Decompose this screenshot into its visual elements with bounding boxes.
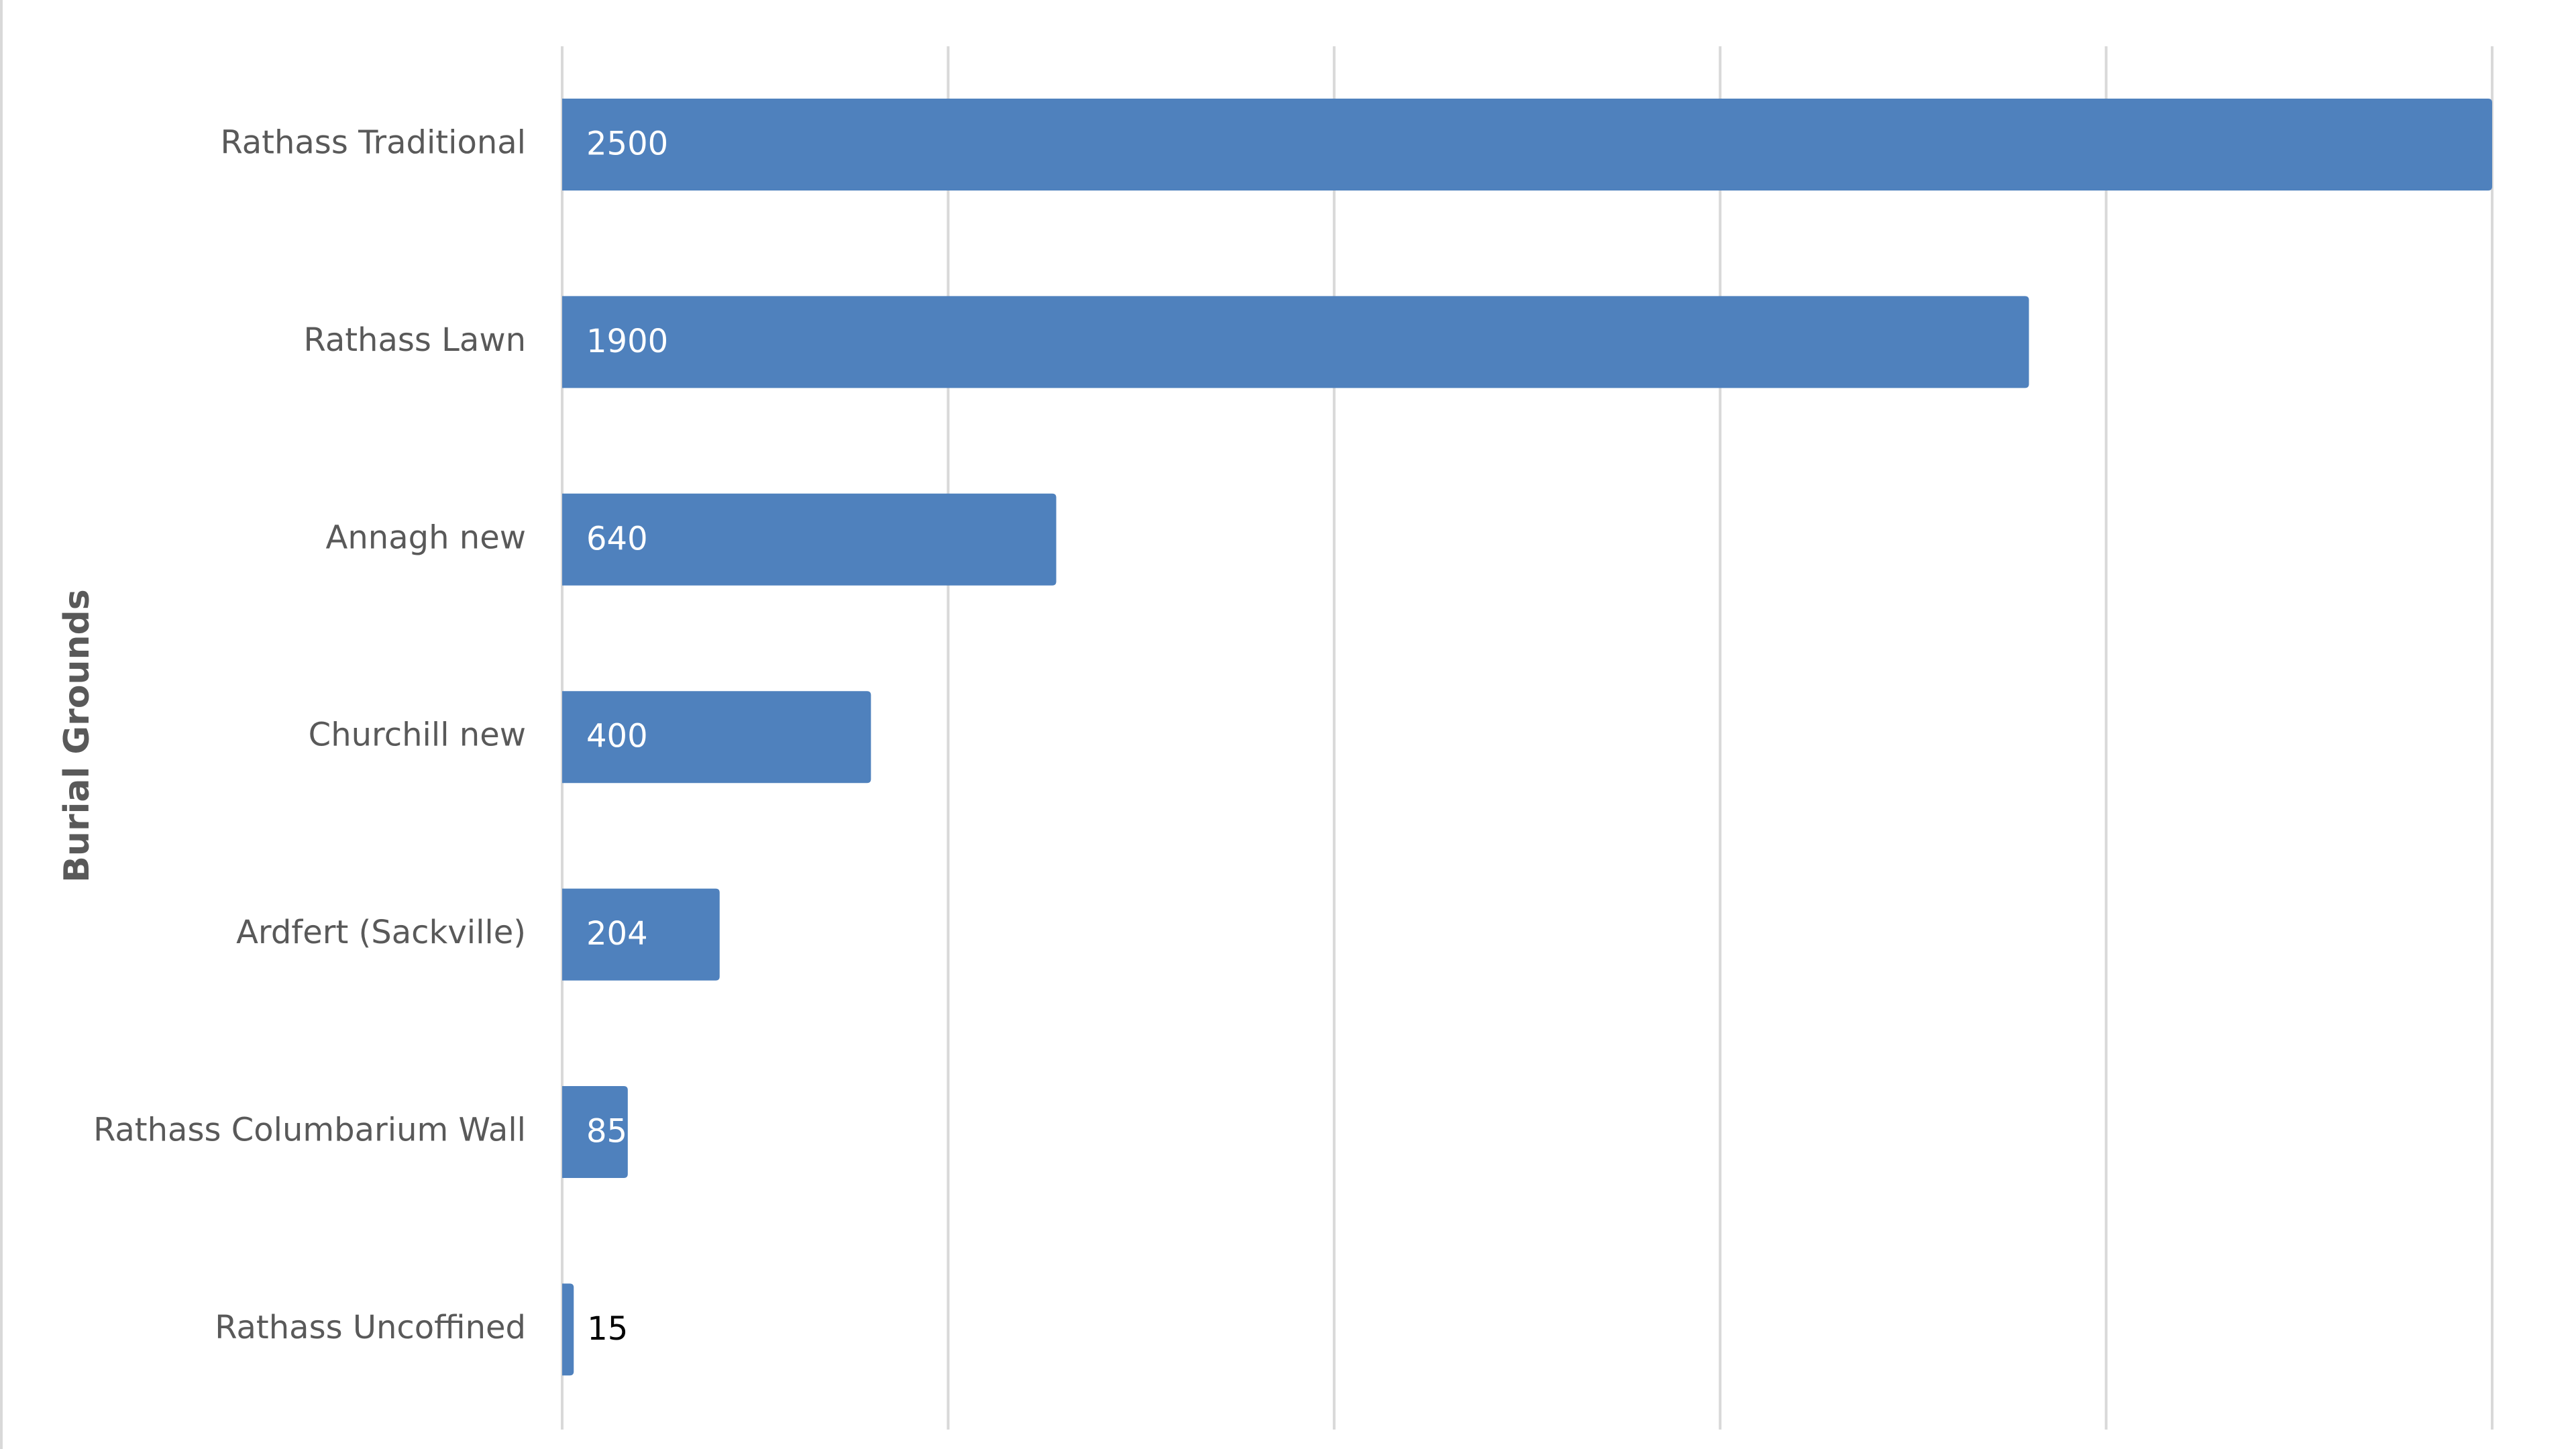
value-label: 400 bbox=[586, 718, 648, 755]
value-label: 204 bbox=[586, 915, 648, 953]
value-label: 2500 bbox=[586, 125, 668, 163]
value-label: 1900 bbox=[586, 323, 668, 360]
bar bbox=[562, 1283, 574, 1376]
bar bbox=[562, 1086, 628, 1178]
value-label: 15 bbox=[587, 1310, 628, 1348]
y-tick-label: Rathass Uncoffined bbox=[215, 1309, 526, 1346]
y-tick-label: Rathass Lawn bbox=[304, 321, 526, 359]
y-tick-label: Rathass Columbarium Wall bbox=[93, 1112, 526, 1149]
bar bbox=[562, 493, 1057, 586]
y-axis-label: Burial Grounds bbox=[57, 589, 97, 882]
value-label: 640 bbox=[586, 520, 648, 557]
bar bbox=[562, 691, 871, 784]
y-tick-label: Ardfert (Sackville) bbox=[236, 914, 526, 951]
bar bbox=[562, 296, 2029, 388]
y-tick-label: Churchill new bbox=[309, 716, 526, 754]
bar bbox=[562, 888, 720, 981]
bar bbox=[562, 99, 2492, 191]
y-tick-label: Annagh new bbox=[326, 519, 526, 556]
value-label: 85 bbox=[586, 1113, 627, 1150]
y-tick-label: Rathass Traditional bbox=[220, 124, 526, 162]
